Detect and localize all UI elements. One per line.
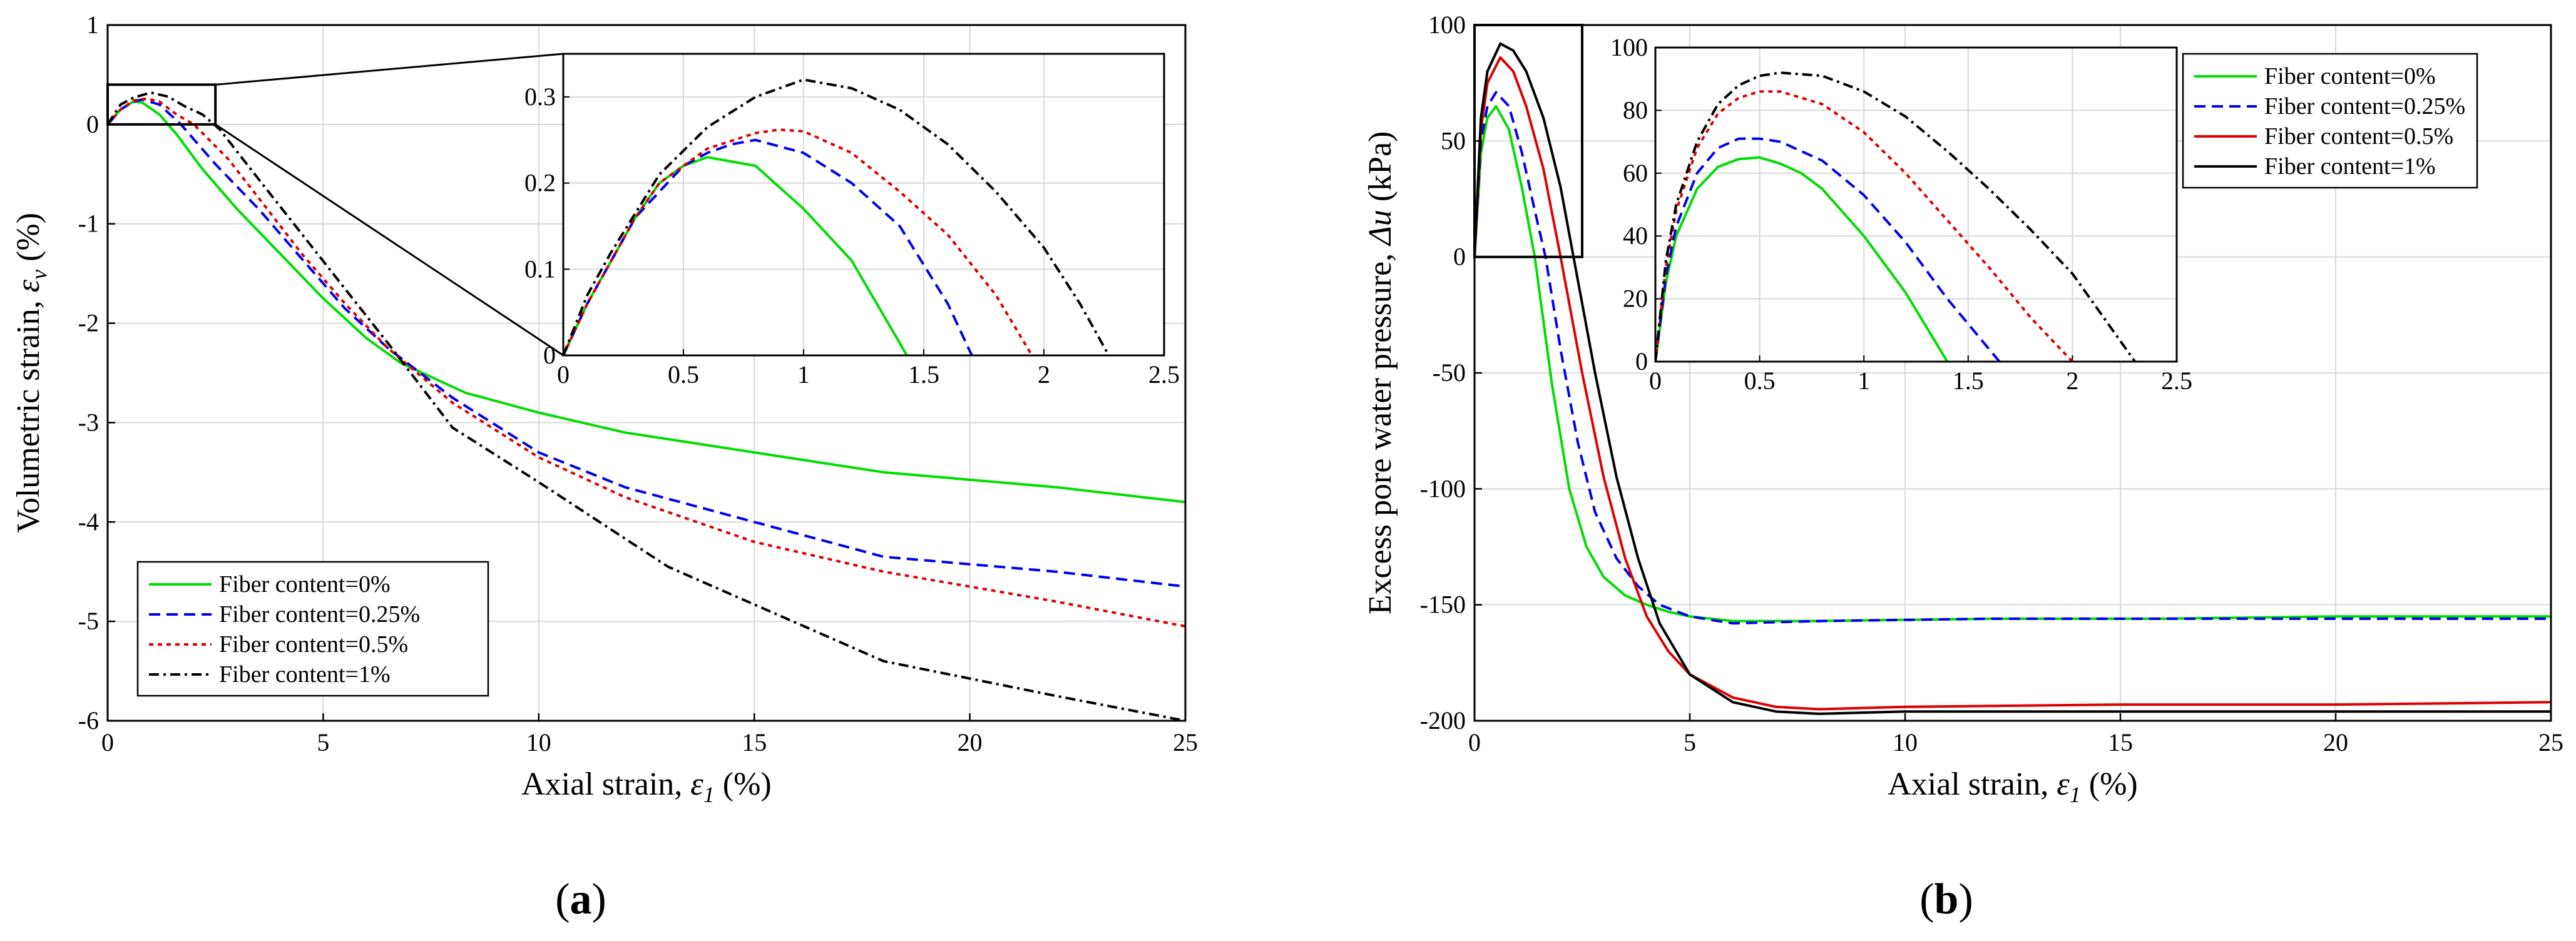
- series-line-b-1: [1475, 91, 2551, 625]
- x-tick-label: 20: [958, 728, 983, 756]
- y-tick-label: 50: [1441, 126, 1466, 155]
- y-tick-label: 0: [1453, 243, 1466, 271]
- zoom-connector: [215, 53, 564, 86]
- x-tick-label: 5: [317, 728, 329, 756]
- inset-x-tick-label: 1.5: [1953, 367, 1984, 395]
- y-axis-label: Volumetric strain, εv (%): [11, 213, 51, 533]
- inset-y-tick-label: 0.1: [524, 255, 556, 283]
- inset-x-tick-label: 2.5: [2161, 367, 2192, 395]
- series-line-b-0: [1475, 104, 2551, 623]
- inset-series-line-b-2: [1655, 90, 2073, 362]
- series-line-b-3: [1475, 42, 2551, 715]
- inset-x-tick-label: 2: [2066, 367, 2078, 395]
- inset-x-tick-label: 0: [1649, 367, 1662, 395]
- inset-series-line-a-3: [563, 78, 1110, 355]
- series-line-a-0: [108, 100, 1185, 504]
- y-tick-label: -6: [78, 706, 99, 735]
- y-tick-label: -3: [78, 408, 99, 436]
- x-tick-label: 25: [1173, 728, 1198, 756]
- legend-b: Fiber content=0% Fiber content=0.25% Fiber…: [2182, 53, 2478, 189]
- legend-entry: Fiber content=1%: [2264, 153, 2436, 180]
- legend-entry: Fiber content=0.5%: [2264, 123, 2453, 150]
- panel-caption: (a): [555, 875, 606, 923]
- inset-x-tick-label: 1: [797, 360, 810, 389]
- inset-series-line-a-2: [563, 128, 1033, 355]
- y-tick-label: -200: [1420, 706, 1466, 735]
- y-tick-label: -1: [78, 210, 99, 238]
- inset-y-tick-label: 80: [1623, 96, 1648, 124]
- inset-y-tick-label: 0: [543, 341, 556, 369]
- series-line-a-2: [108, 97, 1185, 628]
- x-tick-label: 10: [526, 728, 551, 756]
- y-axis-label: Excess pore water pressure, Δu (kPa): [1362, 131, 1398, 615]
- x-tick-label: 5: [1684, 728, 1696, 756]
- inset-y-tick-label: 60: [1623, 159, 1648, 187]
- y-tick-label: 100: [1428, 11, 1466, 39]
- legend-entry: Fiber content=0%: [2264, 63, 2436, 89]
- inset-y-tick-label: 0: [1635, 347, 1648, 375]
- y-tick-label: -5: [78, 607, 99, 635]
- inset-x-tick-label: 1: [1858, 367, 1870, 395]
- inset-series-line-b-3: [1655, 71, 2137, 362]
- x-tick-label: 25: [2538, 728, 2563, 756]
- inset-x-tick-label: 0.5: [668, 360, 699, 389]
- y-tick-label: -100: [1420, 474, 1466, 502]
- panel-caption: (b): [1919, 875, 1973, 923]
- inset-y-tick-label: 40: [1623, 221, 1648, 250]
- zoom-connector: [215, 123, 564, 357]
- legend-entry: Fiber content=0.25%: [2264, 93, 2465, 120]
- y-tick-label: -2: [78, 309, 99, 337]
- inset-y-tick-label: 100: [1610, 33, 1648, 61]
- x-tick-label: 15: [2108, 728, 2133, 756]
- x-tick-label: 10: [1893, 728, 1918, 756]
- y-tick-label: -50: [1433, 359, 1466, 387]
- y-tick-label: 0: [86, 110, 99, 138]
- inset-a: 0 0.5 1 1.5 2 2.5 0 0.1 0.2 0.3: [524, 53, 1180, 389]
- inset-background: [1655, 48, 2177, 362]
- inset-x-tick-label: 2: [1038, 360, 1050, 389]
- x-tick-label: 0: [1468, 728, 1481, 756]
- legend-entry: Fiber content=0%: [219, 571, 391, 598]
- y-tick-label: -4: [78, 507, 99, 536]
- legend-entry: Fiber content=1%: [219, 661, 391, 688]
- inset-y-tick-label: 0.3: [524, 83, 556, 111]
- legend-entry: Fiber content=0.25%: [219, 601, 420, 628]
- series-line-a-3: [108, 91, 1185, 721]
- inset-y-tick-label: 20: [1623, 285, 1648, 313]
- inset-x-tick-label: 1.5: [908, 360, 939, 389]
- series-line-a-1: [108, 98, 1185, 588]
- series-line-b-2: [1475, 56, 2551, 711]
- plot-frame: [106, 24, 1187, 722]
- inset-background: [563, 54, 1164, 355]
- y-tick-label: -150: [1420, 591, 1466, 619]
- inset-frame: [562, 53, 1165, 357]
- legend-entry: Fiber content=0.5%: [219, 631, 408, 658]
- plot-frame: [1473, 24, 2552, 722]
- inset-frame: [1654, 46, 2178, 363]
- inset-x-tick-label: 2.5: [1148, 360, 1180, 389]
- inset-y-tick-label: 0.2: [524, 169, 556, 197]
- inset-b: 0 0.5 1 1.5 2 2.5 0 20 40 60 80 100: [1610, 33, 2192, 395]
- x-tick-label: 20: [2323, 728, 2348, 756]
- x-axis-label: Axial strain, ε1 (%): [1888, 766, 2138, 807]
- inset-x-tick-label: 0.5: [1744, 367, 1776, 395]
- inset-series-line-b-0: [1655, 156, 1949, 362]
- inset-x-tick-label: 0: [557, 360, 570, 389]
- inset-series-line-b-1: [1655, 137, 2001, 362]
- y-tick-label: 1: [86, 11, 99, 39]
- x-tick-label: 15: [742, 728, 767, 756]
- x-axis-label: Axial strain, ε1 (%): [521, 766, 772, 807]
- x-tick-label: 0: [101, 728, 114, 756]
- legend-a: Fiber content=0% Fiber content=0.25% Fiber…: [136, 561, 489, 697]
